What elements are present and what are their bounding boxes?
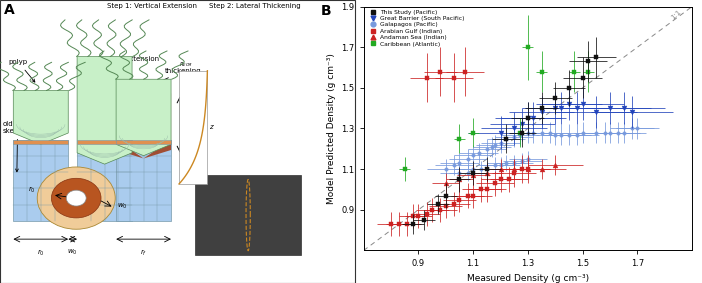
Circle shape bbox=[37, 167, 115, 229]
Text: polyp: polyp bbox=[9, 59, 35, 82]
Circle shape bbox=[51, 178, 101, 218]
Polygon shape bbox=[116, 93, 144, 158]
Text: 0: 0 bbox=[180, 72, 183, 77]
Text: $w_0$: $w_0$ bbox=[67, 248, 78, 257]
Text: old
skeleton: old skeleton bbox=[3, 121, 32, 172]
Legend: This Study (Pacific), Great Barrier (South Pacific), Galapagos (Pacific), Arabia: This Study (Pacific), Great Barrier (Sou… bbox=[366, 8, 466, 48]
Bar bbox=[116, 140, 171, 144]
Text: B: B bbox=[321, 4, 331, 18]
Circle shape bbox=[66, 190, 86, 206]
Text: Step 2: Lateral Thickening: Step 2: Lateral Thickening bbox=[209, 3, 301, 9]
Text: thickening: thickening bbox=[150, 68, 201, 86]
Polygon shape bbox=[77, 57, 132, 164]
X-axis label: Measured Density (g cm⁻³): Measured Density (g cm⁻³) bbox=[467, 274, 589, 283]
Text: 100: 100 bbox=[198, 72, 207, 77]
Text: Step 1: Vertical Extension: Step 1: Vertical Extension bbox=[107, 3, 197, 9]
Text: $R_{ECM}$: $R_{ECM}$ bbox=[180, 61, 194, 69]
Text: extension: extension bbox=[112, 56, 160, 70]
Bar bbox=[195, 175, 301, 255]
Bar bbox=[116, 82, 171, 96]
Polygon shape bbox=[116, 79, 171, 156]
Bar bbox=[179, 71, 207, 184]
Y-axis label: Model Predicted Density (g cm⁻³): Model Predicted Density (g cm⁻³) bbox=[327, 53, 336, 204]
Bar bbox=[13, 140, 68, 144]
Polygon shape bbox=[13, 91, 68, 144]
Bar bbox=[13, 140, 68, 221]
Text: 1:1: 1:1 bbox=[670, 8, 682, 21]
Bar bbox=[77, 140, 132, 221]
Text: A: A bbox=[4, 3, 14, 17]
Polygon shape bbox=[144, 93, 171, 158]
Text: $r_f$: $r_f$ bbox=[140, 248, 147, 258]
Text: $w_0$: $w_0$ bbox=[117, 202, 128, 211]
Text: $r_0$: $r_0$ bbox=[28, 185, 35, 195]
Text: d: d bbox=[183, 121, 187, 128]
Bar bbox=[77, 140, 132, 144]
Text: z: z bbox=[209, 124, 213, 130]
Text: $r_0$: $r_0$ bbox=[37, 248, 45, 258]
Bar bbox=[116, 140, 171, 221]
